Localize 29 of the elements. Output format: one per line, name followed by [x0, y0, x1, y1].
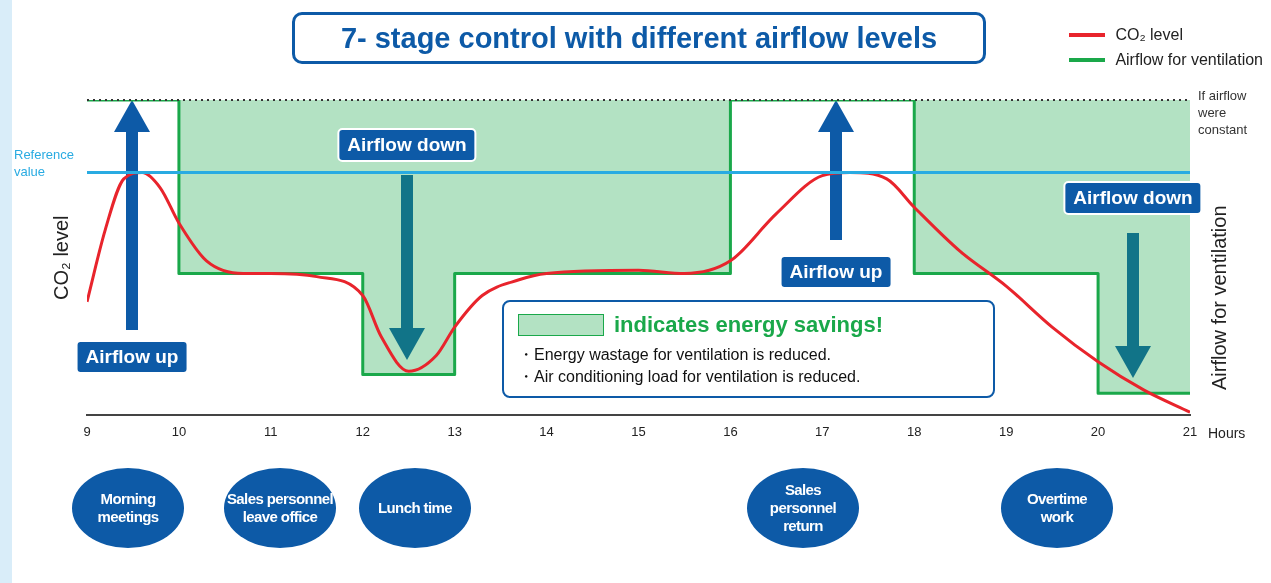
x-tick-label: 11	[264, 423, 278, 439]
x-tick-label: 19	[998, 423, 1014, 439]
x-axis-title: Hours	[1208, 425, 1246, 442]
x-tick-label: 12	[355, 423, 370, 439]
callout: indicates energy savings! ・Energy wastage for ventilation is reduced. ・Air conditioning load for ventilation is reduced.	[502, 300, 995, 398]
x-tick-label: 15	[631, 423, 646, 439]
legend-label: CO₂ level	[1115, 25, 1183, 44]
annotation: indicates energy savings!	[614, 312, 883, 338]
x-tick-label: 20	[1090, 423, 1106, 439]
y2-axis-title: Airflow for ventilation	[1207, 205, 1230, 390]
x-tick-label: 17	[815, 423, 830, 439]
ref-line-label: If airflow were constant	[1197, 88, 1248, 137]
legend-label: Airflow for ventilation	[1115, 50, 1263, 69]
annotation: Airflow down	[337, 128, 477, 162]
x-tick-label: 18	[907, 423, 922, 439]
ref-line-label: Reference value	[14, 146, 74, 179]
x-tick-label: 14	[539, 423, 554, 439]
annotation: Airflow up	[75, 340, 189, 374]
x-tick-label: 9	[83, 423, 91, 439]
x-tick-label: 16	[723, 423, 738, 439]
annotation: Airflow up	[779, 255, 893, 289]
chart-title: 7- stage control with different airflow levels	[292, 12, 986, 64]
x-tick-label: 21	[1182, 423, 1198, 439]
annotation: ・Energy wastage for ventilation is reduced.	[518, 345, 833, 365]
y-axis-title: CO₂ level	[49, 215, 72, 300]
x-tick-label: 13	[447, 423, 462, 439]
annotation: ・Air conditioning load for ventilation is reduced.	[518, 367, 862, 387]
annotation: Airflow down	[1063, 181, 1203, 215]
x-tick-label: 10	[171, 423, 187, 439]
